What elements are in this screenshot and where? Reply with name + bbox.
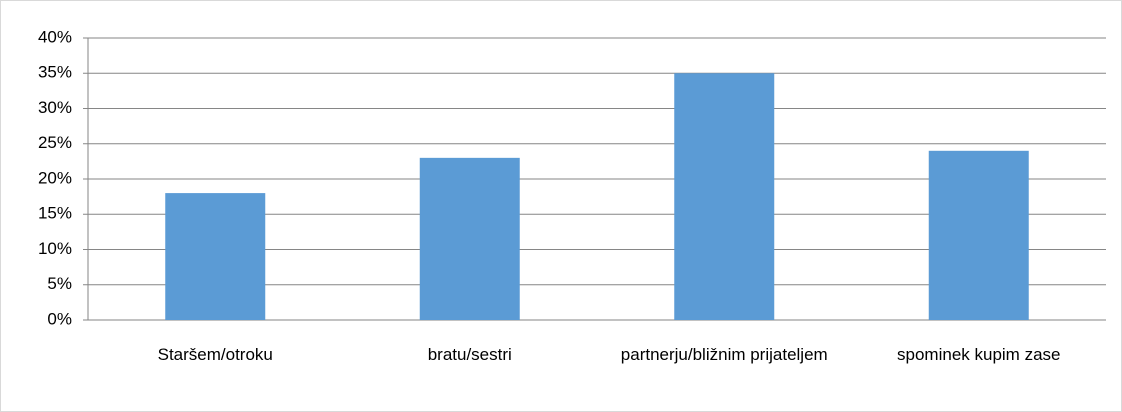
- x-tick-label: spominek kupim zase: [897, 345, 1061, 364]
- y-tick-label: 30%: [38, 98, 72, 117]
- bar: [674, 73, 775, 320]
- y-tick-label: 5%: [47, 274, 72, 293]
- y-tick-label: 40%: [38, 27, 72, 46]
- bar: [165, 193, 266, 320]
- y-tick-label: 0%: [47, 309, 72, 328]
- y-tick-label: 20%: [38, 168, 72, 187]
- y-tick-label: 25%: [38, 133, 72, 152]
- x-tick-label: partnerju/bližnim prijateljem: [620, 345, 828, 364]
- y-tick-label: 15%: [38, 204, 72, 223]
- x-tick-label: bratu/sestri: [427, 345, 512, 364]
- y-tick-label: 10%: [38, 239, 72, 258]
- x-tick-label: Staršem/otroku: [157, 345, 273, 364]
- y-tick-label: 35%: [38, 63, 72, 82]
- bar: [419, 157, 520, 320]
- bar: [928, 150, 1029, 320]
